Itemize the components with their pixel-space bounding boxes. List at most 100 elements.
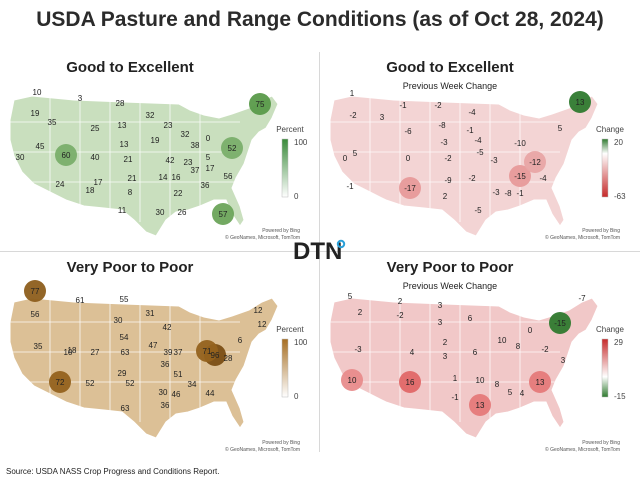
map-panel-ge-chg: Good to Excellent Previous Week Change 1 -1… (320, 52, 638, 250)
state-value-label: 10 (33, 88, 42, 97)
state-value-label: -2 (468, 174, 476, 183)
state-value-label: 30 (159, 388, 168, 397)
legend-max: 29 (614, 338, 623, 347)
state-value-label: 30 (16, 153, 25, 162)
state-value-label: 42 (163, 323, 172, 332)
state-value-label: -2 (434, 101, 442, 110)
legend-title: Percent (276, 125, 304, 134)
legend-max: 100 (294, 338, 308, 347)
state-value-label: 45 (36, 142, 45, 151)
state-value-label: 36 (201, 181, 210, 190)
state-value-label: 12 (254, 306, 263, 315)
panel-title: Good to Excellent (66, 59, 194, 76)
legend-title: Change (596, 325, 625, 334)
state-value-label: 11 (118, 206, 127, 215)
state-value-label: 25 (91, 124, 100, 133)
state-value-label: 30 (114, 316, 123, 325)
state-value-label: 17 (94, 178, 103, 187)
state-highlight (399, 371, 421, 393)
state-highlight (509, 165, 531, 187)
state-value-label: 60 (62, 151, 71, 160)
state-value-label: 6 (238, 336, 243, 345)
state-value-label: -2 (541, 345, 549, 354)
map-panel-vpp: Very Poor to Poor 77 61 55 56 30 31 42 54 35 27 63 4… (0, 252, 318, 462)
state-value-label: 16 (172, 173, 181, 182)
state-value-label: -4 (539, 174, 547, 183)
state-value-label: -2 (444, 154, 452, 163)
us-states-map (9, 95, 279, 237)
state-value-label: 21 (124, 155, 133, 164)
state-highlight (196, 340, 218, 362)
state-value-label: -4 (468, 108, 476, 117)
state-value-label: 23 (164, 121, 173, 130)
state-highlight (399, 177, 421, 199)
legend-min: -63 (614, 192, 626, 201)
legend-color-bar (281, 338, 289, 398)
state-value-label: 2 (443, 338, 448, 347)
map-attribution-bing: Powered by Bing (582, 228, 620, 234)
state-value-label: -12 (529, 158, 541, 167)
state-value-label: 75 (256, 100, 265, 109)
state-value-label: -17 (404, 184, 416, 193)
state-value-label: -1 (346, 182, 354, 191)
us-states-map (329, 95, 599, 237)
state-value-label: 26 (178, 208, 187, 217)
state-value-label: 47 (149, 341, 158, 350)
state-value-label: 8 (495, 380, 500, 389)
state-value-label: 54 (120, 333, 129, 342)
state-highlight (49, 371, 71, 393)
state-highlight (524, 151, 546, 173)
state-value-label: 46 (172, 390, 181, 399)
state-value-label: 29 (118, 369, 127, 378)
legend-max: 20 (614, 138, 623, 147)
state-value-label: 52 (228, 144, 237, 153)
state-highlight (529, 371, 551, 393)
state-value-label: 4 (410, 348, 415, 357)
state-value-label: 37 (174, 348, 183, 357)
state-value-label: 2 (398, 297, 403, 306)
state-value-label: 40 (91, 153, 100, 162)
state-value-label: 31 (146, 309, 155, 318)
state-value-label: 63 (121, 348, 130, 357)
state-value-label: 13 (118, 121, 127, 130)
state-value-label: 5 (508, 388, 513, 397)
state-value-label: 6 (468, 314, 473, 323)
legend-color-bar (601, 338, 609, 398)
state-value-label: -8 (438, 121, 446, 130)
state-value-label: 32 (146, 111, 155, 120)
legend-title: Change (596, 125, 625, 134)
state-value-label: 28 (224, 354, 233, 363)
state-value-label: 13 (536, 378, 545, 387)
state-value-label: 27 (91, 348, 100, 357)
state-value-label: 17 (206, 164, 215, 173)
state-value-label: 8 (516, 342, 521, 351)
state-value-label: 1 (350, 89, 355, 98)
state-value-label: 2 (443, 192, 448, 201)
state-value-label: 1 (453, 374, 458, 383)
horizontal-divider (0, 251, 640, 252)
state-highlight (569, 91, 591, 113)
state-value-label: 3 (438, 301, 443, 310)
state-value-label: 10 (348, 376, 357, 385)
legend-min: -15 (614, 392, 626, 401)
state-value-label: 36 (161, 401, 170, 410)
panel-title: Very Poor to Poor (387, 259, 514, 276)
state-value-label: 35 (48, 118, 57, 127)
state-value-label: 34 (188, 380, 197, 389)
state-value-label: 14 (159, 173, 168, 182)
state-value-label: 10 (64, 348, 73, 357)
state-value-label: -4 (474, 136, 482, 145)
state-value-label: 56 (224, 172, 233, 181)
state-value-label: -9 (444, 176, 452, 185)
state-value-label: 3 (443, 352, 448, 361)
state-borders (10, 96, 240, 222)
state-value-label: 16 (406, 378, 415, 387)
state-highlight (249, 93, 271, 115)
state-value-label: 10 (498, 336, 507, 345)
state-value-label: 3 (380, 113, 385, 122)
state-highlight (212, 203, 234, 225)
state-value-label: 13 (576, 98, 585, 107)
state-value-label: 52 (126, 379, 135, 388)
